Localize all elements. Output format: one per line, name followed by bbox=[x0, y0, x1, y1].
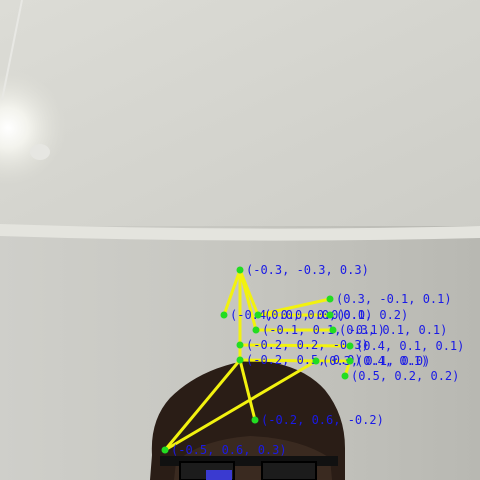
keypoint-label: (-0.2, 0.6, -0.2) bbox=[261, 413, 384, 427]
ceiling bbox=[0, 0, 480, 230]
pose-edge bbox=[222, 268, 242, 317]
pose-edge bbox=[238, 268, 258, 332]
keypoint-label: (-0.1, 0.1, -0.1) bbox=[262, 323, 385, 337]
lamp-cord bbox=[1, 0, 23, 101]
pose-points: (-0.3, -0.3, 0.3) (0.3, -0.1, 0.1) (-0.4, … bbox=[161, 263, 464, 457]
keypoint-label: (0.3, 0.1, 0.1) bbox=[339, 323, 447, 337]
keypoint-marker bbox=[326, 295, 334, 303]
glasses-lens-right bbox=[261, 461, 317, 480]
glasses-reflection bbox=[206, 470, 232, 480]
keypoint-label: (0.3, 0.1, 0.0) bbox=[322, 354, 430, 368]
keypoint-marker bbox=[346, 357, 354, 365]
cornice-edge bbox=[0, 224, 480, 241]
pose-edge bbox=[238, 343, 352, 348]
lamp-rose bbox=[30, 144, 50, 160]
pose-edge bbox=[256, 297, 332, 317]
pose-edge bbox=[163, 358, 242, 452]
keypoint-label: (-0.2, 0.5, 0.0) bbox=[246, 353, 362, 367]
keypoint-marker bbox=[236, 356, 244, 364]
keypoint-marker bbox=[220, 311, 228, 319]
keypoint-marker bbox=[326, 311, 334, 319]
keypoint-marker bbox=[236, 266, 244, 274]
keypoint-marker bbox=[252, 326, 260, 334]
ceiling-lamp bbox=[0, 70, 66, 186]
keypoint-marker bbox=[346, 342, 354, 350]
keypoint-marker bbox=[329, 326, 337, 334]
keypoint-label: (0.0, 0.0, 0.0) bbox=[264, 308, 372, 322]
keypoint-label: (0.1, 0.2) bbox=[336, 308, 408, 322]
pose-edge bbox=[163, 359, 318, 452]
keypoint-marker bbox=[312, 357, 320, 365]
glasses bbox=[160, 456, 338, 466]
keypoint-label: (-0.3, -0.3, 0.3) bbox=[246, 263, 369, 277]
keypoint-label: (-0.4, 0.0, 0.0) bbox=[230, 308, 346, 322]
keypoint-marker bbox=[254, 311, 262, 319]
keypoint-marker bbox=[251, 416, 259, 424]
keypoint-label: (0.5, 0.2, 0.2) bbox=[351, 369, 459, 383]
pose-edge bbox=[238, 358, 318, 363]
keypoint-marker bbox=[161, 446, 169, 454]
keypoint-label: (-0.2, 0.2, -0.3) bbox=[246, 338, 369, 352]
pose-edges bbox=[163, 268, 352, 452]
keypoint-marker bbox=[236, 341, 244, 349]
keypoint-marker bbox=[341, 372, 349, 380]
keypoint-label: (0.4, 0.1) bbox=[356, 354, 428, 368]
keypoint-label: (0.4, 0.1, 0.1) bbox=[356, 339, 464, 353]
keypoint-label: (0.3, -0.1, 0.1) bbox=[336, 292, 452, 306]
keypoint-label: (-0.5, 0.6, 0.3) bbox=[171, 443, 287, 457]
pose-edge bbox=[238, 358, 257, 422]
